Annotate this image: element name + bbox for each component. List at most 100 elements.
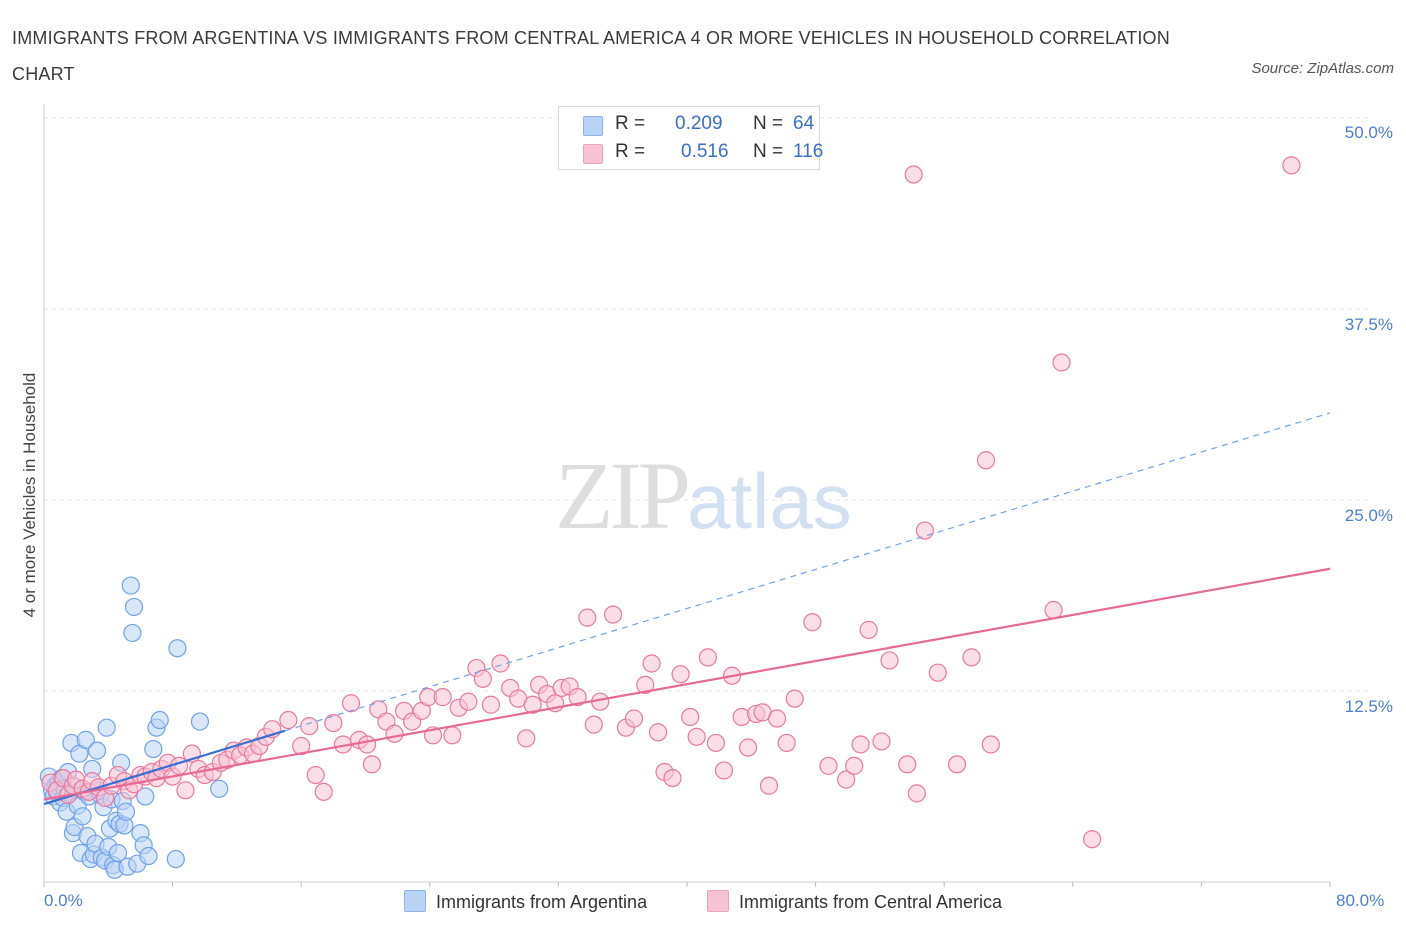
point-central-america [687, 727, 706, 746]
point-central-america [837, 770, 856, 789]
point-central-america [433, 688, 452, 707]
point-central-america [279, 710, 298, 730]
point-central-america [648, 723, 668, 742]
point-central-america [962, 648, 981, 667]
point-central-america [738, 738, 758, 757]
point-central-america [898, 755, 917, 774]
point-central-america [915, 521, 935, 540]
x-tick-label: 80.0% [1336, 891, 1385, 910]
point-central-america [767, 709, 787, 728]
point-central-america [568, 688, 587, 707]
legend: R = 0.209 N = 64 R = 0.516 N = 116 [558, 106, 824, 170]
point-central-america [785, 689, 804, 708]
point-central-america [176, 781, 195, 800]
point-argentina [73, 807, 92, 826]
point-argentina [121, 576, 140, 595]
y-tick-label: 37.5% [1344, 315, 1393, 334]
point-central-america [1052, 353, 1071, 372]
point-central-america [584, 715, 603, 734]
legend-n-label: N = [753, 141, 784, 162]
x-tick-label: 0.0% [44, 891, 83, 910]
bottom-legend-argentina: Immigrants from Argentina [404, 890, 647, 913]
point-central-america [362, 755, 382, 774]
point-central-america [845, 756, 864, 775]
y-tick-label: 25.0% [1344, 506, 1393, 525]
point-central-america [663, 768, 682, 788]
legend-r-label: R = [615, 113, 646, 134]
point-argentina [116, 802, 136, 821]
bottom-legend-label-central-america: Immigrants from Central America [739, 892, 1003, 912]
legend-n-label: N = [753, 113, 784, 134]
point-central-america [481, 695, 500, 714]
bottom-legend-central-america: Immigrants from Central America [707, 890, 1002, 913]
point-central-america [314, 782, 333, 801]
point-central-america [1282, 156, 1301, 175]
point-central-america [859, 620, 878, 639]
legend-r-value: 0.516 [681, 141, 729, 162]
legend-swatch-central-america [583, 144, 603, 164]
point-central-america [681, 707, 700, 727]
bottom-legend-swatch-argentina [404, 890, 426, 912]
point-argentina [76, 730, 95, 749]
point-central-america [517, 729, 536, 748]
point-argentina [124, 597, 144, 617]
chart-title: IMMIGRANTS FROM ARGENTINA VS IMMIGRANTS … [12, 28, 1170, 84]
point-central-america [491, 654, 510, 673]
point-argentina [166, 849, 185, 869]
y-tick-label: 50.0% [1344, 123, 1393, 142]
point-central-america [624, 709, 644, 728]
point-central-america [872, 732, 891, 751]
point-central-america [759, 776, 779, 795]
point-central-america [904, 165, 923, 184]
point-central-america [603, 605, 623, 624]
point-argentina [123, 623, 142, 643]
point-central-america [671, 665, 690, 684]
point-central-america [300, 717, 319, 736]
point-argentina [108, 843, 128, 863]
point-argentina [144, 739, 163, 759]
point-argentina [190, 712, 210, 731]
point-central-america [819, 756, 838, 775]
point-central-america [928, 663, 947, 682]
point-central-america [981, 735, 1000, 754]
point-central-america [324, 713, 343, 733]
watermark-atlas: atlas [687, 457, 852, 545]
point-central-america [443, 726, 462, 745]
legend-r-value: 0.209 [675, 113, 723, 134]
point-central-america [459, 692, 478, 711]
point-argentina [139, 846, 158, 866]
watermark-zip: ZIP [555, 442, 691, 549]
watermark: ZIPatlas [555, 440, 852, 551]
point-argentina [97, 718, 116, 737]
point-central-america [523, 695, 542, 714]
bottom-legend-swatch-central-america [707, 890, 729, 912]
point-central-america [306, 765, 325, 785]
point-argentina [168, 639, 187, 658]
point-central-america [642, 654, 661, 673]
legend-swatch-argentina [583, 116, 603, 136]
point-central-america [851, 735, 870, 754]
chart-source: Source: ZipAtlas.com [1251, 60, 1394, 77]
point-central-america [907, 784, 926, 803]
point-central-america [341, 694, 361, 713]
bottom-legend-label-argentina: Immigrants from Argentina [436, 892, 648, 912]
point-central-america [1082, 830, 1102, 849]
point-central-america [947, 755, 967, 774]
trend-line-central-america [43, 567, 1331, 801]
point-central-america [385, 724, 404, 743]
legend-n-value: 116 [793, 141, 824, 162]
point-central-america [578, 608, 597, 627]
point-central-america [636, 675, 655, 694]
point-central-america [358, 735, 377, 754]
legend-r-label: R = [615, 141, 646, 162]
point-argentina [136, 787, 155, 806]
trend-line-extended-argentina [284, 412, 1331, 732]
point-central-america [803, 613, 822, 632]
point-argentina [87, 741, 107, 760]
y-tick-label: 12.5% [1344, 697, 1393, 716]
point-central-america [714, 761, 734, 780]
point-argentina [150, 710, 169, 730]
point-central-america [473, 669, 492, 688]
point-central-america [976, 451, 996, 470]
